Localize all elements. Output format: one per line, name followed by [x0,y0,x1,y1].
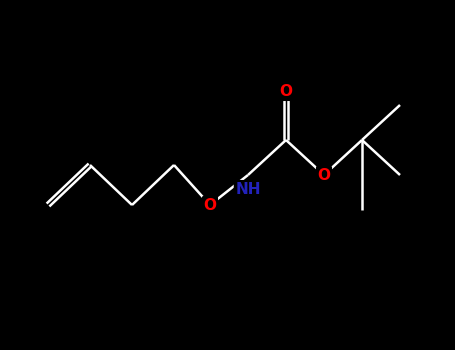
Text: O: O [318,168,330,182]
Text: NH: NH [235,182,261,196]
Text: O: O [279,84,293,99]
Text: O: O [203,197,217,212]
